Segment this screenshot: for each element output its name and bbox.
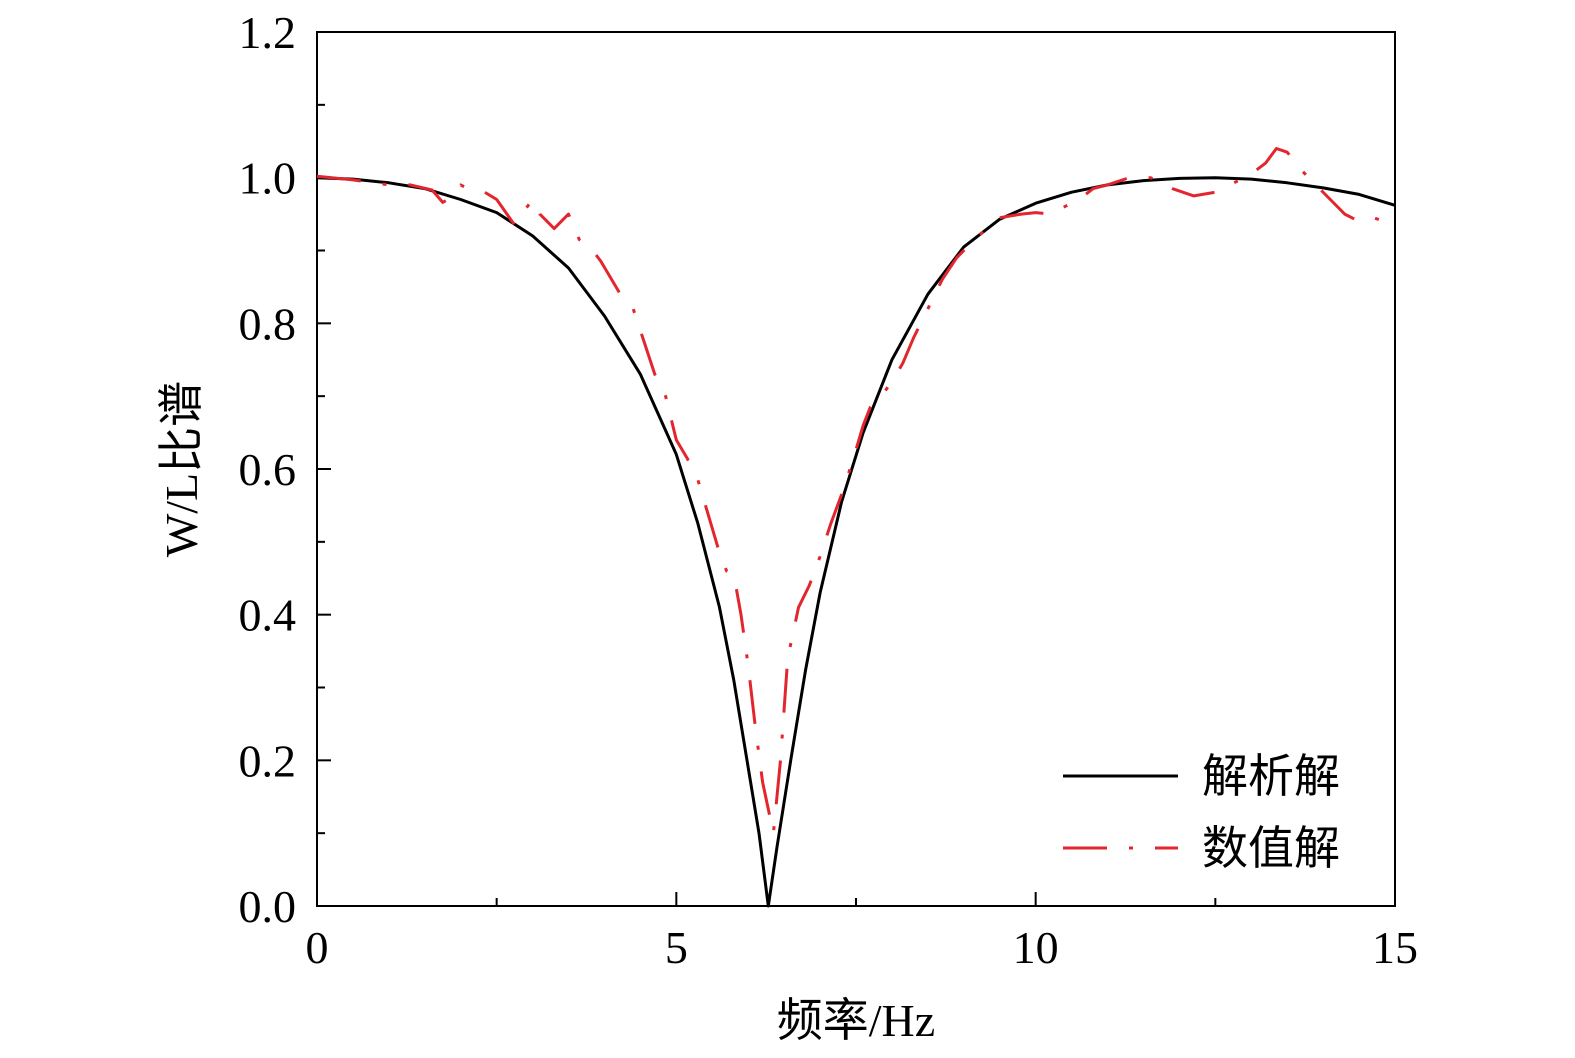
y-tick-label: 0.0 [239, 881, 297, 932]
legend-label-analytic: 解析解 [1202, 751, 1340, 802]
legend: 解析解 数值解 [1063, 751, 1340, 874]
series-line-analytic [316, 176, 1396, 908]
y-tick-label: 0.2 [239, 735, 297, 786]
y-tick-label: 0.6 [239, 444, 297, 495]
axis-tick-labels: 0 5 10 15 0.0 0.2 0.4 0.6 0.8 1.0 1.2 [239, 7, 1419, 973]
y-tick-label: 1.2 [239, 7, 297, 58]
y-tick-label: 1.0 [239, 153, 297, 204]
y-axis-label: W/L比谱 [156, 381, 207, 557]
axis-ticks [316, 31, 1396, 907]
x-tick-label: 5 [665, 922, 688, 973]
x-axis-label: 频率/Hz [777, 995, 935, 1046]
x-tick-label: 0 [306, 922, 329, 973]
series-layer [316, 147, 1396, 908]
y-tick-label: 0.4 [239, 590, 297, 641]
x-tick-label: 15 [1372, 922, 1418, 973]
legend-label-numeric: 数值解 [1202, 823, 1340, 874]
series-line-numeric [316, 147, 1396, 835]
x-tick-label: 10 [1013, 922, 1059, 973]
y-tick-label: 0.8 [239, 298, 297, 349]
